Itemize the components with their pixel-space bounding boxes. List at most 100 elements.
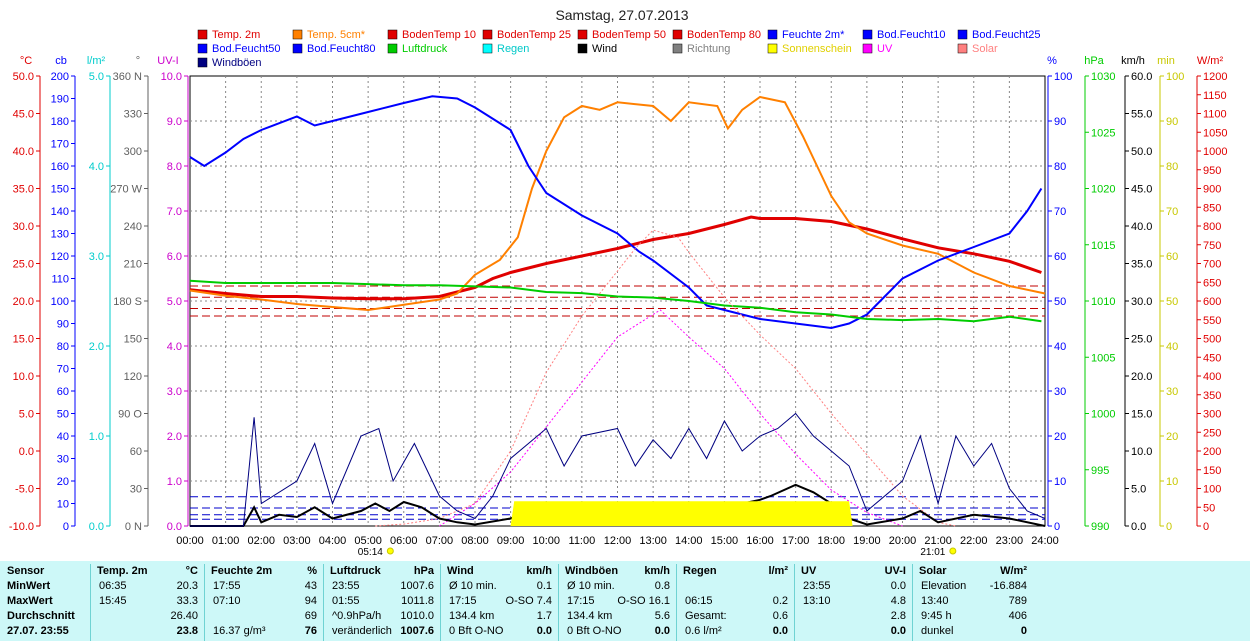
axis-tick-label: 7.0 [167, 206, 182, 218]
axis-tick-label: 8.0 [167, 161, 182, 173]
legend-label: Solar [972, 43, 998, 55]
stats-cell-value: 20.3 [176, 580, 198, 592]
stats-cell-info: ^0.9hPa/h [332, 610, 382, 622]
axis-tick-label: 60.0 [1131, 71, 1152, 83]
stats-cell-value: O-SO 16.1 [617, 595, 670, 607]
axis-tick-label: 170 [51, 139, 69, 151]
axis-tick-label: 0 N [125, 521, 142, 533]
stats-cell-value: 1.7 [536, 610, 552, 622]
axis-unit: W/m² [1197, 55, 1224, 67]
series-feuchte-2m- [189, 95, 1043, 330]
axis-tick-label: 650 [1203, 277, 1221, 289]
stats-cell-value: 0.6 [772, 610, 788, 622]
grid [189, 75, 1046, 527]
legend-swatch [292, 43, 303, 54]
stats-cell-value: 0 [1020, 625, 1027, 637]
stats-row-label: Durchschnitt [7, 610, 75, 622]
axis-tick-label: 70 [57, 364, 69, 376]
stats-cell-info: 0 Bft O-NO [449, 625, 504, 637]
stats-unit: km/h [526, 565, 552, 577]
x-tick-label: 03:00 [283, 535, 311, 547]
axis-tick-label: 30 [1166, 386, 1178, 398]
axis-tick-label: 40 [1054, 341, 1066, 353]
weather-chart: Samstag, 27.07.2013 Temp. 2m Temp. 5cm* Bo… [9, 7, 1228, 558]
axis-tick-label: 180 [51, 116, 69, 128]
axis-tick-label: 750 [1203, 240, 1221, 252]
axis-tick-label: 0.0 [89, 521, 104, 533]
legend-swatch [862, 43, 873, 54]
stats-unit: hPa [413, 565, 434, 577]
stats-unit: W/m² [1000, 565, 1027, 577]
axis-tick-label: 350 [1203, 390, 1221, 402]
sun-icon [949, 547, 957, 555]
stats-cell-info: 16.37 g/m³ [213, 625, 266, 637]
x-tick-label: 09:00 [497, 535, 525, 547]
stats-cell-value: 94 [304, 595, 317, 607]
stats-cell-value: -16.884 [989, 580, 1027, 592]
axis-tick-label: 80 [1166, 161, 1178, 173]
axis-tick-label: 9.0 [167, 116, 182, 128]
x-tick-label: 06:00 [390, 535, 418, 547]
stats-cell-value: 0.0 [890, 580, 906, 592]
axis-tick-label: 995 [1091, 465, 1109, 477]
axis-tick-label: 90 [1054, 116, 1066, 128]
legend-swatch [672, 29, 683, 40]
axis-tick-label: 200 [1203, 446, 1221, 458]
axis-tick-label: 800 [1203, 221, 1221, 233]
x-tick-label: 07:00 [426, 535, 454, 547]
axis-unit: hPa [1084, 55, 1104, 67]
x-tick-label: 15:00 [711, 535, 739, 547]
legend-swatch [387, 29, 398, 40]
stats-cell-value: 76 [304, 625, 317, 637]
axis-tick-label: 0.0 [19, 446, 34, 458]
axis-tick-label: 20 [1054, 431, 1066, 443]
x-tick-label: 19:00 [853, 535, 881, 547]
legend-swatch [197, 57, 208, 68]
series-layer [189, 95, 1046, 527]
stats-cell-info: 23:55 [803, 580, 831, 592]
stats-cell-info: 17:15 [567, 595, 595, 607]
axis-tick-label: 330 [124, 109, 142, 121]
series-windb-en [190, 412, 1046, 527]
axis-tick-label: 0 [1054, 521, 1060, 533]
axis-tick-label: 1150 [1203, 90, 1227, 102]
axis-tick-label: 5.0 [89, 71, 104, 83]
stats-cell-info: 0.6 l/m² [685, 625, 722, 637]
axis-tick-label: 1005 [1091, 352, 1115, 364]
axis-tick-label: 10.0 [13, 371, 34, 383]
stats-cell-value: 0.0 [536, 625, 552, 637]
axis-tick-label: 120 [51, 251, 69, 263]
axis-tick-label: 45.0 [13, 109, 34, 121]
axis-tick-label: 0.0 [167, 521, 182, 533]
axis-tick-label: 200 [51, 71, 69, 83]
axis-tick-label: 160 [51, 161, 69, 173]
axis-tick-label: 15.0 [13, 334, 34, 346]
stats-cell-info: 0 Bft O-NO [567, 625, 622, 637]
axis-tick-label: 1100 [1203, 109, 1227, 121]
legend-label: BodenTemp 80 [687, 29, 761, 41]
axis-tick-label: 10.0 [1131, 446, 1152, 458]
stats-col-uv: UV UV-I 23:55 0.0 13:10 4.8 2.8 0.0 [794, 564, 912, 641]
stats-col-solar: Solar W/m² Elevation -16.884 13:40 789 9:45 h 4… [912, 564, 1033, 641]
stats-cell-info: 23:55 [332, 580, 360, 592]
axis-tick-label: 1025 [1091, 127, 1115, 139]
stats-cell-info: 01:55 [332, 595, 360, 607]
sun-icon [386, 547, 394, 555]
x-tick-label: 13:00 [639, 535, 667, 547]
x-tick-label: 14:00 [675, 535, 703, 547]
stats-cell-value: 23.8 [176, 625, 198, 637]
x-tick-label: 17:00 [782, 535, 810, 547]
legend: Temp. 2m Temp. 5cm* BodenTemp 10 BodenTemp … [197, 29, 1041, 69]
stats-cell-value: 1011.8 [401, 595, 434, 607]
stats-cell-value: 0.8 [654, 580, 670, 592]
axis-tick-label: 500 [1203, 334, 1221, 346]
stats-cell-info: veränderlich [332, 625, 392, 637]
stats-cell-value: 1007.6 [400, 625, 434, 637]
axis-tick-label: 40 [1166, 341, 1178, 353]
axis-tick-label: 10.0 [161, 71, 182, 83]
axis-tick-label: 1050 [1203, 127, 1227, 139]
axis-tick-label: 80 [1054, 161, 1066, 173]
axis-tick-label: 550 [1203, 315, 1221, 327]
legend-swatch [482, 43, 493, 54]
series-uv [439, 309, 903, 527]
